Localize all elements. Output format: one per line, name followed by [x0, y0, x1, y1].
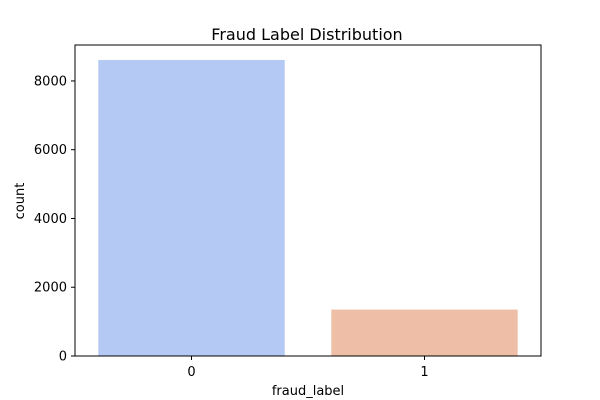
y-tick-label: 4000	[34, 212, 67, 227]
y-tick-label: 8000	[34, 74, 67, 89]
y-tick-label: 6000	[34, 143, 67, 158]
x-tick-label: 0	[187, 365, 195, 380]
x-axis-label: fraud_label	[272, 384, 344, 399]
y-tick-label: 0	[59, 350, 67, 365]
plot-frame	[74, 44, 542, 357]
chart-title: Fraud Label Distribution	[211, 25, 402, 44]
y-axis-ticks: 0 2000 4000 6000 8000	[34, 74, 75, 365]
y-tick-label: 2000	[34, 281, 67, 296]
bar-1	[331, 309, 518, 356]
bars-group	[98, 59, 518, 357]
x-tick-label: 1	[420, 365, 428, 380]
y-axis-label: count	[13, 183, 28, 220]
bar-0	[98, 59, 285, 357]
